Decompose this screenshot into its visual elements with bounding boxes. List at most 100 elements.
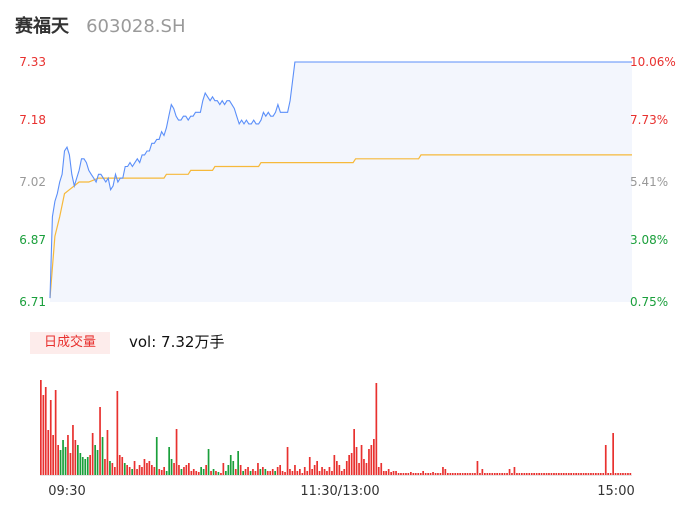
volume-bar (417, 473, 420, 475)
volume-bar (587, 473, 590, 475)
volume-bar (141, 467, 143, 475)
volume-bar (94, 445, 96, 475)
volume-bar (400, 473, 402, 475)
volume-bar (380, 463, 383, 475)
volume-bar (503, 473, 506, 475)
volume-bar (363, 459, 365, 475)
x-tick-label: 15:00 (597, 484, 634, 499)
volume-bar (343, 469, 346, 475)
volume-bar (188, 463, 190, 475)
volume-bar (338, 465, 341, 475)
volume-bar (116, 391, 119, 475)
volume-bar (582, 473, 585, 475)
volume-bar (355, 447, 358, 475)
volume-bar (183, 467, 185, 475)
volume-bar (331, 471, 333, 475)
volume-bar (286, 447, 289, 475)
volume-bar (316, 461, 318, 475)
volume-bar (454, 473, 457, 475)
volume-bar (42, 395, 45, 475)
volume-bar (264, 469, 267, 475)
volume-bar (422, 471, 424, 475)
volume-bar (190, 471, 193, 475)
volume-bar (217, 472, 220, 475)
volume-bar (491, 473, 494, 475)
volume-bar (252, 469, 254, 475)
volume-bar (311, 469, 313, 475)
volume-bar (158, 469, 161, 475)
volume-bar (395, 471, 397, 475)
volume-bar (595, 473, 597, 475)
volume-bar (143, 459, 146, 475)
volume-bar (89, 455, 91, 475)
volume-bar (405, 473, 407, 475)
volume-bar (106, 430, 109, 475)
volume-bar (348, 455, 350, 475)
volume-bar (192, 469, 195, 475)
volume-bar (513, 467, 516, 475)
volume-bar (624, 473, 627, 475)
volume-bar (456, 473, 459, 475)
volume-bar (123, 463, 126, 475)
volume-bar (617, 473, 619, 475)
volume-bar (464, 473, 466, 475)
volume-bar (501, 473, 503, 475)
volume-bar (126, 465, 128, 475)
volume-bar (279, 465, 281, 475)
volume-bar (232, 461, 235, 475)
volume-bar (296, 471, 299, 475)
volume-bar (72, 425, 74, 475)
volume-bar (506, 473, 508, 475)
volume-bar (451, 473, 454, 475)
volume-bar (155, 437, 158, 475)
volume-bar (64, 447, 67, 475)
volume-bar (575, 473, 577, 475)
volume-bar (40, 380, 42, 475)
stock-name: 赛福天 (15, 16, 69, 37)
x-tick-label: 09:30 (48, 484, 85, 499)
volume-bar (257, 463, 259, 475)
volume-bar (429, 473, 432, 475)
volume-bar (469, 473, 471, 475)
volume-bar (195, 471, 198, 475)
volume-summary: vol: 7.32万手 (129, 333, 225, 351)
volume-bar (289, 469, 291, 475)
volume-bar (244, 469, 247, 475)
volume-bar (580, 473, 582, 475)
volume-bar (521, 473, 523, 475)
volume-bar (308, 457, 311, 475)
volume-bar (604, 445, 607, 475)
volume-bar (153, 467, 156, 475)
volume-bar (259, 469, 262, 475)
volume-bar (121, 457, 124, 475)
volume-bar (197, 472, 200, 475)
volume-bar (387, 469, 390, 475)
volume-bar (227, 465, 230, 475)
volume-bar (299, 469, 301, 475)
y-tick-right: 10.06% (630, 55, 676, 69)
volume-bar (353, 429, 355, 475)
volume-bar (173, 463, 175, 475)
volume-bar (535, 473, 538, 475)
volume-bar (612, 433, 614, 475)
volume-bar (313, 465, 316, 475)
volume-bar (118, 455, 121, 475)
volume-bar (447, 473, 449, 475)
volume-bar (86, 457, 89, 475)
volume-bar (414, 473, 417, 475)
volume-bar (237, 451, 239, 475)
volume-bar (397, 473, 400, 475)
volume-bar (47, 430, 50, 475)
volume-bar (180, 469, 183, 475)
volume-bar (629, 473, 632, 475)
volume-bar (368, 449, 370, 475)
volume-bar (163, 467, 165, 475)
volume-bar (449, 473, 452, 475)
volume-bar (488, 473, 491, 475)
volume-bar (109, 461, 111, 475)
volume-bar (67, 435, 69, 475)
volume-bar (175, 429, 178, 475)
volume-bar (151, 465, 153, 475)
volume-bar (210, 471, 212, 475)
volume-bar (402, 473, 405, 475)
